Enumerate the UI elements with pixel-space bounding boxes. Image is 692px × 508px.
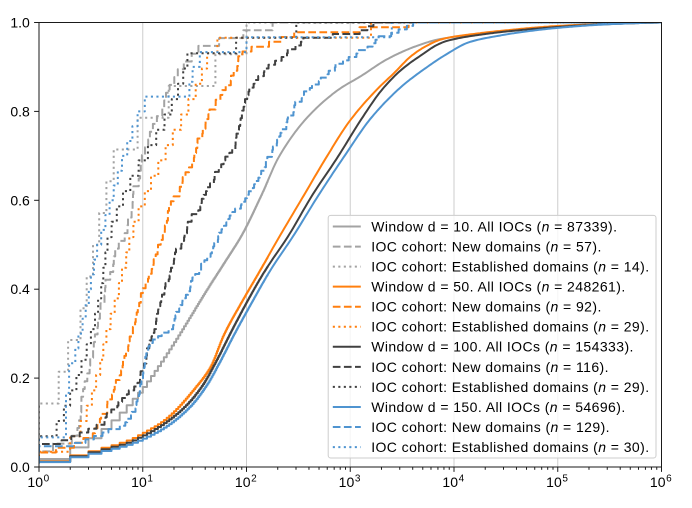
svg-text:10: 10 [235, 474, 251, 490]
svg-text:0.4: 0.4 [10, 281, 30, 297]
svg-text:2: 2 [251, 473, 257, 484]
svg-text:1.0: 1.0 [10, 15, 30, 31]
svg-text:Window d = 50. All IOCs (n = 2: Window d = 50. All IOCs (n = 248261). [371, 279, 625, 295]
svg-text:10: 10 [442, 474, 458, 490]
svg-text:0: 0 [44, 473, 50, 484]
svg-text:IOC cohort: Established domain: IOC cohort: Established domains (n = 29)… [371, 379, 649, 395]
svg-text:IOC cohort: Established domain: IOC cohort: Established domains (n = 30)… [371, 439, 649, 455]
svg-text:IOC cohort: New domains (n = 1: IOC cohort: New domains (n = 116). [371, 359, 609, 375]
svg-text:10: 10 [339, 474, 355, 490]
svg-text:IOC cohort: Established domain: IOC cohort: Established domains (n = 14)… [371, 259, 649, 275]
svg-text:10: 10 [650, 474, 666, 490]
svg-text:6: 6 [666, 473, 672, 484]
svg-text:Window d = 10. All IOCs (n = 8: Window d = 10. All IOCs (n = 87339). [371, 218, 617, 234]
svg-text:3: 3 [355, 473, 361, 484]
svg-text:4: 4 [459, 473, 465, 484]
svg-text:0.0: 0.0 [10, 459, 30, 475]
svg-text:5: 5 [562, 473, 568, 484]
svg-text:10: 10 [546, 474, 562, 490]
svg-text:Window d = 100. All IOCs (n =: Window d = 100. All IOCs (n = 154333). [371, 339, 634, 355]
svg-text:IOC cohort: New domains (n = 9: IOC cohort: New domains (n = 92). [371, 299, 602, 315]
svg-text:10: 10 [131, 474, 147, 490]
svg-text:IOC cohort: New domains (n = 1: IOC cohort: New domains (n = 129). [371, 419, 610, 435]
svg-text:0.8: 0.8 [10, 103, 30, 119]
svg-text:0.2: 0.2 [10, 370, 30, 386]
svg-text:10: 10 [27, 474, 43, 490]
svg-text:IOC cohort: Established domain: IOC cohort: Established domains (n = 29)… [371, 319, 649, 335]
svg-text:0.6: 0.6 [10, 192, 30, 208]
svg-text:IOC cohort: New domains (n = 5: IOC cohort: New domains (n = 57). [371, 239, 602, 255]
svg-text:1: 1 [147, 473, 153, 484]
svg-text:Window d = 150. All IOCs (n =: Window d = 150. All IOCs (n = 54696). [371, 399, 625, 415]
